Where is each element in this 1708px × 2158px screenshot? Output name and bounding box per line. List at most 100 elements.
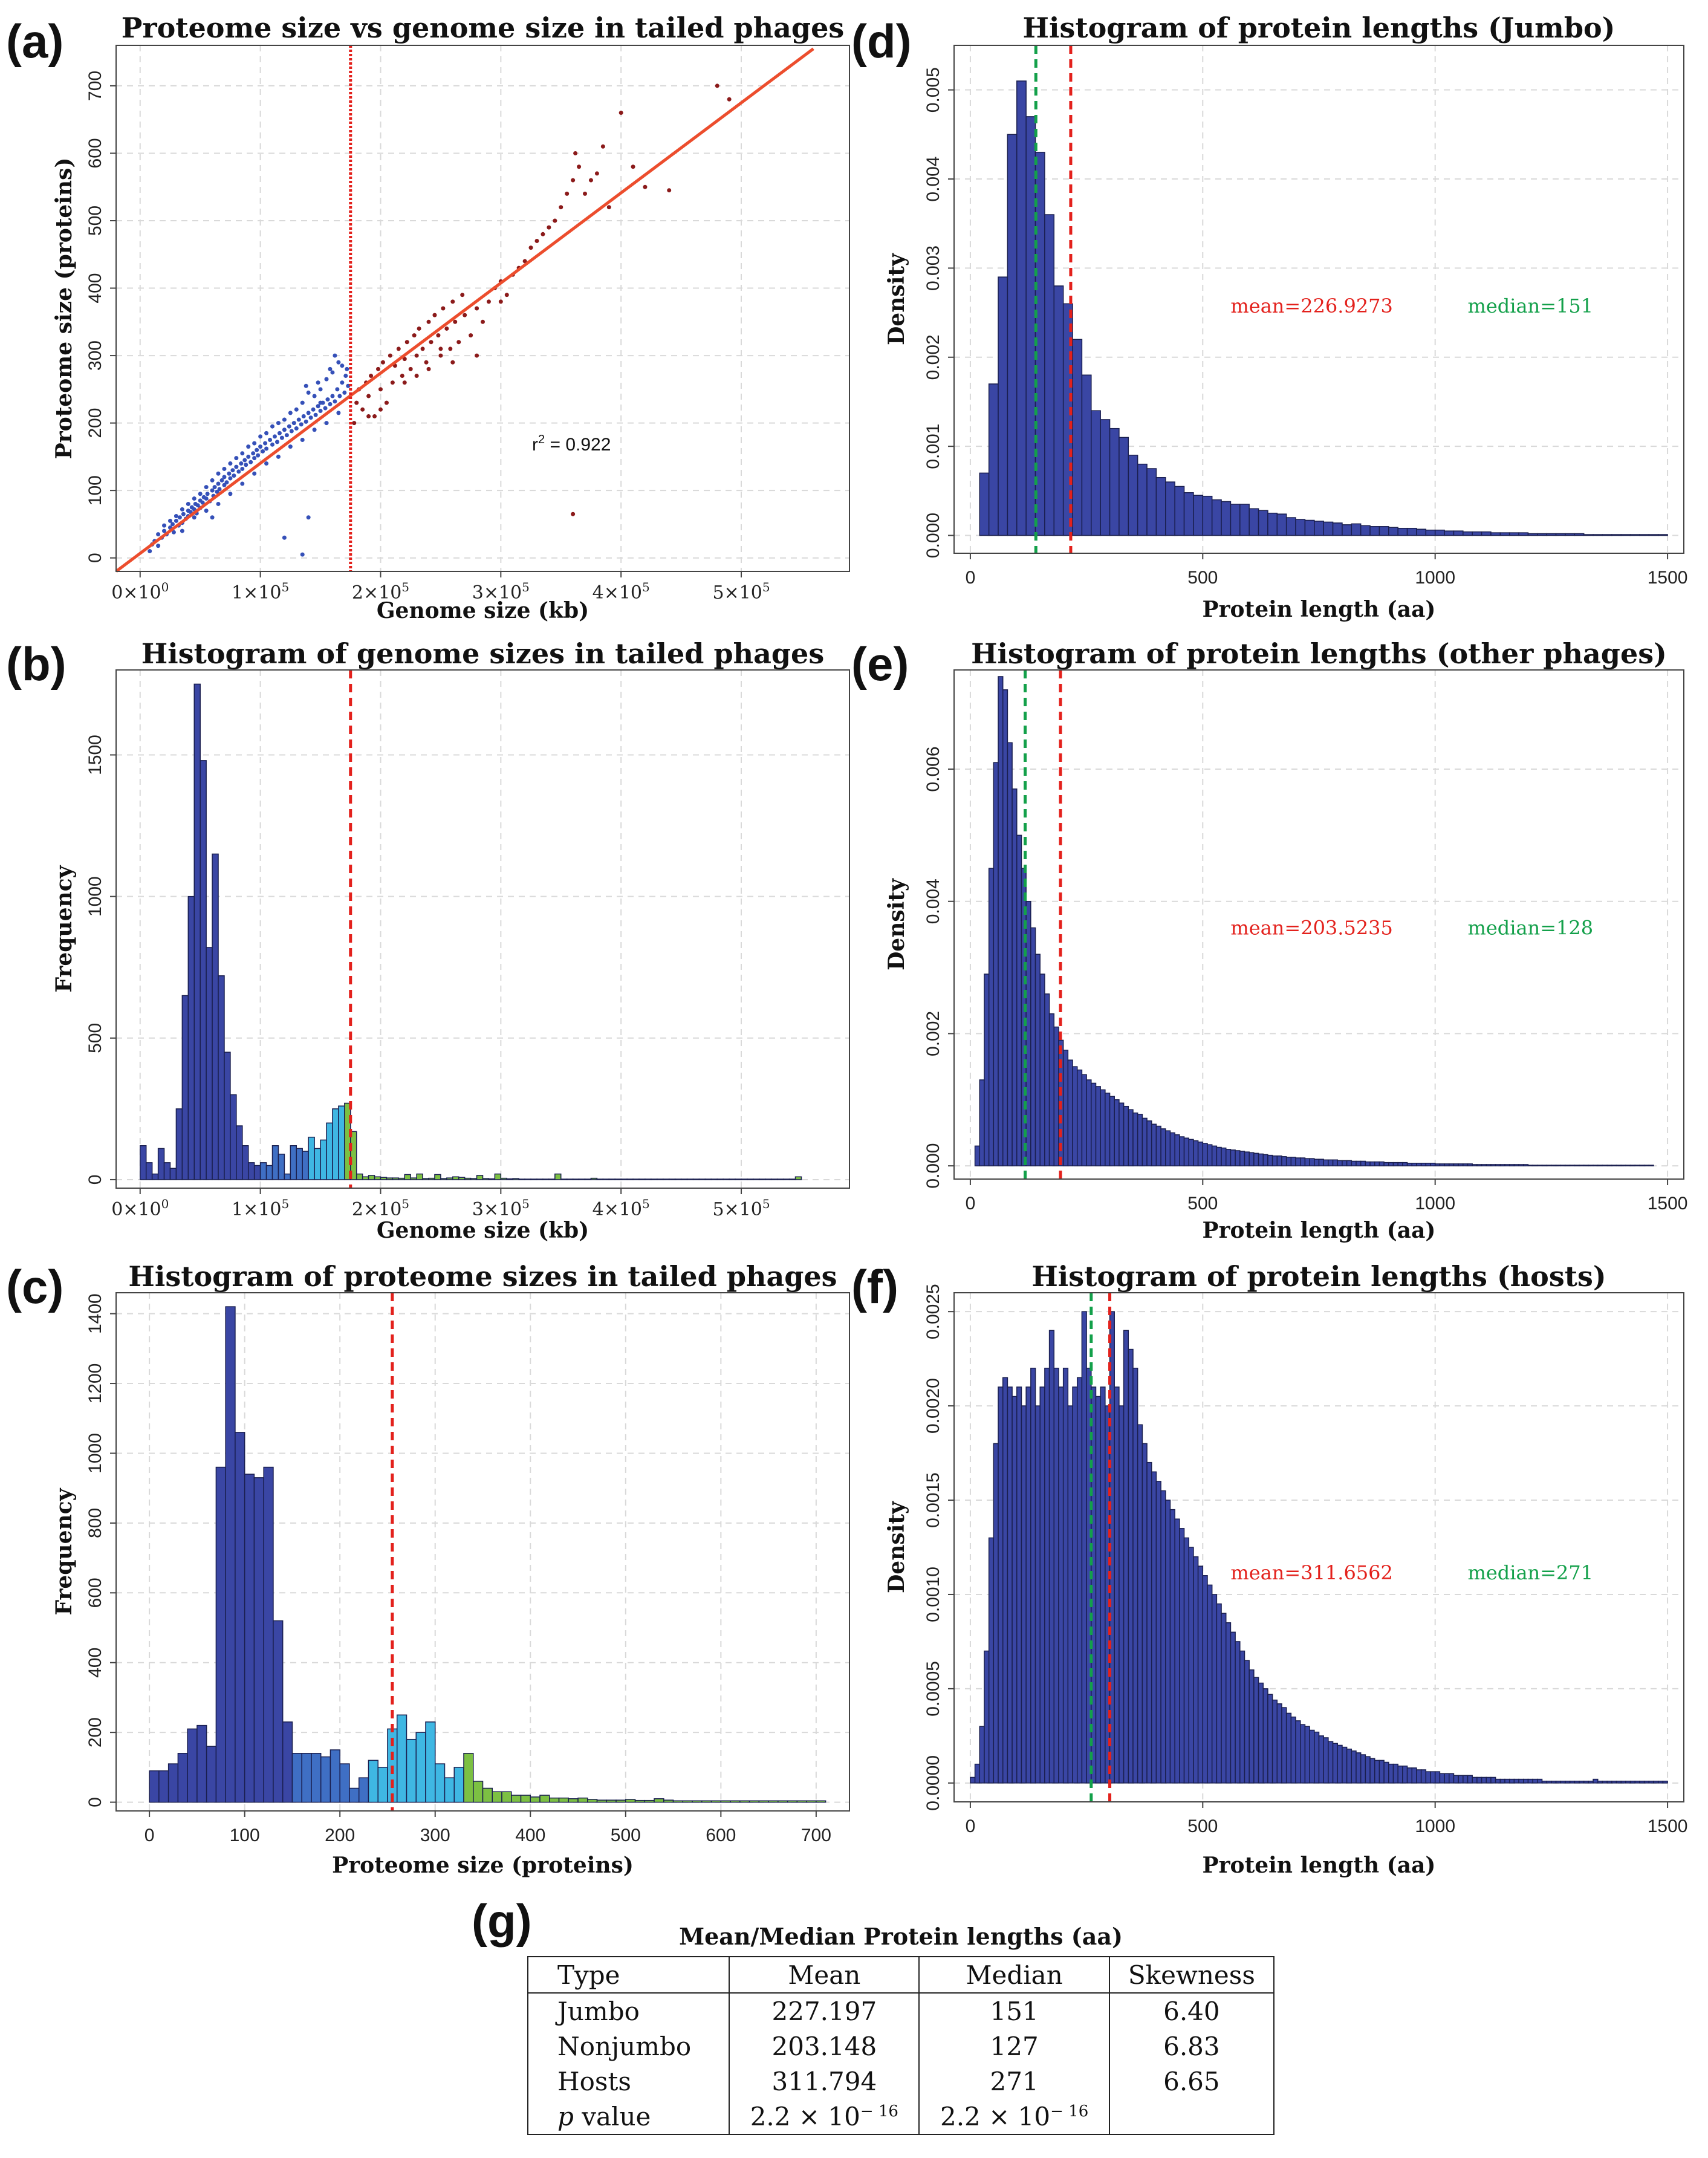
histogram-bar bbox=[1271, 1699, 1278, 1784]
histogram-bar bbox=[1346, 1748, 1352, 1784]
histogram-bar bbox=[1193, 495, 1204, 536]
histogram-bar bbox=[235, 1432, 245, 1803]
histogram-bar bbox=[1235, 1150, 1241, 1166]
histogram-bar bbox=[1174, 1134, 1180, 1166]
scatter-point-non-jumbo bbox=[181, 512, 186, 516]
histogram-bar bbox=[782, 1178, 790, 1180]
histogram-bar bbox=[406, 1738, 417, 1803]
histogram-bar bbox=[587, 1799, 598, 1803]
histogram-bar bbox=[566, 1178, 574, 1180]
histogram-bar bbox=[1611, 1165, 1617, 1166]
histogram-bar bbox=[506, 1178, 513, 1180]
chart-title-c: Histogram of proteome sizes in tailed ph… bbox=[128, 1260, 837, 1293]
x-tick-label: 0 bbox=[144, 1825, 155, 1845]
histogram-bar bbox=[1239, 1650, 1245, 1784]
mean-annotation: mean=226.9273 bbox=[1230, 294, 1392, 317]
histogram-bar bbox=[1016, 1386, 1022, 1784]
scatter-point-non-jumbo bbox=[230, 468, 235, 473]
histogram-bar bbox=[1072, 1066, 1078, 1166]
histogram-bar bbox=[1025, 1386, 1031, 1784]
histogram-bar bbox=[1467, 1775, 1473, 1784]
histogram-bar bbox=[572, 1178, 580, 1180]
histogram-bar bbox=[1295, 1720, 1301, 1784]
y-tick-label: 0.000 bbox=[923, 513, 943, 558]
histogram-bar bbox=[1216, 1603, 1222, 1784]
histogram-bar bbox=[765, 1178, 772, 1180]
scatter-point-non-jumbo bbox=[240, 451, 245, 456]
scatter-point-non-jumbo bbox=[228, 492, 233, 496]
scatter-point-non-jumbo bbox=[252, 456, 257, 461]
x-tick-label: 4×105 bbox=[593, 1197, 650, 1220]
histogram-bar bbox=[1299, 1724, 1306, 1784]
histogram-bar bbox=[548, 1178, 556, 1180]
histogram-bar bbox=[1411, 1767, 1417, 1784]
histogram-bar bbox=[1062, 1050, 1069, 1166]
histogram-bar bbox=[1365, 1756, 1371, 1784]
scatter-point-non-jumbo bbox=[195, 503, 200, 508]
scatter-point-jumbo bbox=[577, 164, 582, 169]
scatter-point-non-jumbo bbox=[192, 515, 196, 520]
histogram-bar bbox=[404, 1174, 411, 1180]
y-tick-label: 1400 bbox=[85, 1293, 105, 1334]
histogram-bar bbox=[796, 1800, 807, 1803]
panel-label-b: (b) bbox=[6, 637, 67, 691]
y-tick-label: 1000 bbox=[85, 876, 105, 917]
histogram-bar bbox=[1397, 1162, 1403, 1166]
histogram-bar bbox=[1076, 1069, 1083, 1166]
histogram-bar bbox=[1402, 1765, 1408, 1784]
histogram-bar bbox=[1565, 533, 1576, 536]
histogram-bar bbox=[806, 1800, 817, 1803]
histogram-bar bbox=[386, 1177, 394, 1180]
table-cell-type: Nonjumbo bbox=[527, 2029, 730, 2064]
histogram-bar bbox=[1634, 1165, 1640, 1166]
histogram-bar bbox=[1643, 1165, 1650, 1166]
histogram-bar bbox=[568, 1798, 579, 1803]
histogram-bar bbox=[1114, 1386, 1120, 1784]
histogram-bar bbox=[1439, 1773, 1445, 1784]
histogram-bar bbox=[730, 1800, 741, 1803]
y-tick-label: 0.003 bbox=[923, 245, 943, 291]
histogram-bar bbox=[1318, 1735, 1324, 1784]
histogram-bar bbox=[1276, 513, 1287, 536]
histogram-bar bbox=[974, 1145, 981, 1166]
histogram-bar bbox=[1449, 1773, 1455, 1784]
histogram-bar bbox=[1639, 1780, 1645, 1784]
histogram-bar bbox=[1062, 1367, 1069, 1784]
histogram-bar bbox=[1249, 508, 1259, 536]
histogram-bar bbox=[1095, 1086, 1101, 1166]
scatter-point-non-jumbo bbox=[276, 421, 281, 426]
histogram-bar bbox=[314, 1148, 321, 1180]
histogram-bar bbox=[1109, 427, 1120, 536]
table-cell-type: p value bbox=[527, 2099, 730, 2135]
scatter-point-non-jumbo bbox=[330, 394, 335, 398]
histogram-bar bbox=[638, 1178, 646, 1180]
scatter-point-non-jumbo bbox=[306, 390, 311, 395]
x-tick-label: 500 bbox=[611, 1825, 641, 1845]
scatter-point-non-jumbo bbox=[255, 447, 259, 452]
histogram-bar bbox=[1253, 1677, 1259, 1784]
scatter-point-non-jumbo bbox=[222, 466, 227, 471]
histogram-bar bbox=[1039, 973, 1045, 1166]
histogram-bar bbox=[1165, 1130, 1171, 1166]
histogram-bar bbox=[1560, 1780, 1566, 1784]
histogram-bar bbox=[1281, 1156, 1287, 1166]
histogram-bar bbox=[674, 1178, 682, 1180]
histogram-bar bbox=[1532, 1778, 1538, 1784]
histogram-bar bbox=[1132, 1112, 1138, 1166]
scatter-point-non-jumbo bbox=[232, 473, 236, 478]
histogram-bar bbox=[1328, 1159, 1334, 1166]
histogram-bar bbox=[1081, 1311, 1087, 1784]
histogram-bar bbox=[970, 1776, 976, 1784]
histogram-bar bbox=[1388, 1162, 1394, 1166]
histogram-bar bbox=[692, 1800, 703, 1803]
histogram-bar bbox=[1030, 1367, 1036, 1784]
histogram-bar bbox=[668, 1178, 676, 1180]
scatter-point-non-jumbo bbox=[148, 549, 152, 554]
table-row: Nonjumbo 203.148 127 6.83 bbox=[527, 2029, 1275, 2064]
scatter-point-non-jumbo bbox=[289, 429, 294, 434]
scatter-point-non-jumbo bbox=[337, 394, 342, 398]
scatter-point-non-jumbo bbox=[308, 415, 313, 420]
histogram-bar bbox=[169, 1168, 177, 1180]
histogram-bar bbox=[680, 1178, 688, 1180]
histogram-bar bbox=[1253, 1152, 1259, 1166]
